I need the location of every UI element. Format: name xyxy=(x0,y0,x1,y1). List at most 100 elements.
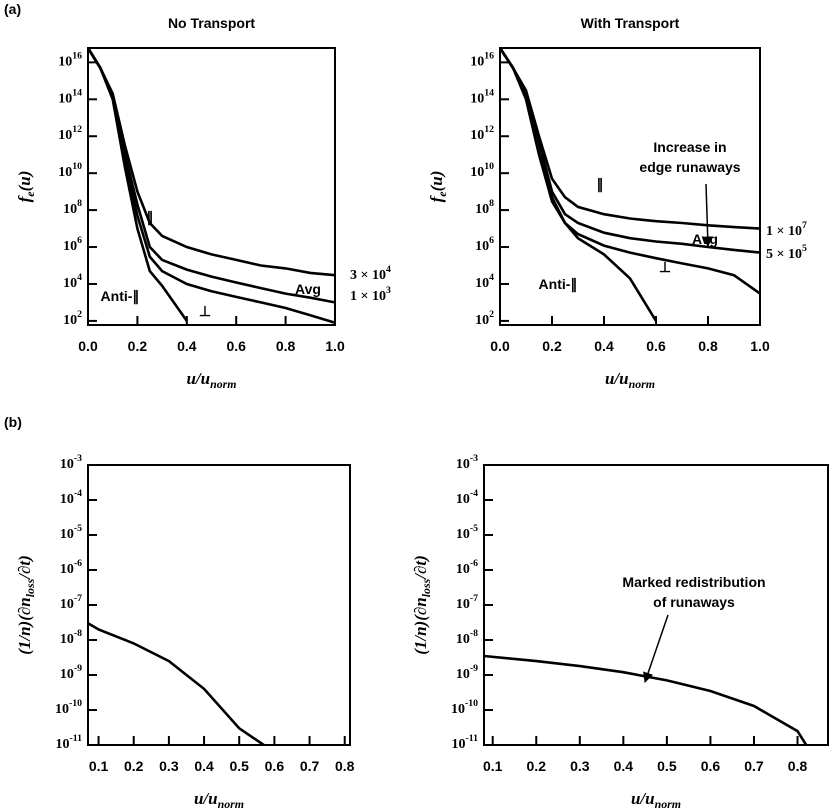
x-tick-label: 0.8 xyxy=(276,338,296,354)
y-tick-label: 10-9​ xyxy=(60,663,82,682)
y-tick-label: 10-7​ xyxy=(60,593,82,612)
annotation: Increase in xyxy=(653,139,726,155)
x-tick-label: 0.6 xyxy=(226,338,246,354)
y-tick-label: 104​ xyxy=(63,272,82,291)
x-tick-label: 0.4 xyxy=(177,338,197,354)
y-axis-label: fe​(u) xyxy=(15,171,37,203)
annotation: 1 × 103​ xyxy=(350,285,391,304)
data-line xyxy=(484,654,808,745)
data-line xyxy=(500,48,658,322)
x-tick-label: 0.8 xyxy=(335,758,355,774)
y-tick-label: 106​ xyxy=(63,235,82,254)
y-tick-label: 10-3​ xyxy=(456,453,478,472)
x-axis-label: u/unorm​ xyxy=(194,789,244,811)
panel-label: (a) xyxy=(4,1,21,17)
y-tick-label: 10-5​ xyxy=(60,523,82,542)
series-label: ∥ xyxy=(597,176,604,193)
data-line xyxy=(88,48,335,304)
y-tick-label: 108​ xyxy=(63,198,82,217)
y-axis-label: (1/n)(∂nloss​/∂t) xyxy=(411,555,433,655)
x-tick-label: 0.6 xyxy=(701,758,721,774)
y-tick-label: 10-7​ xyxy=(456,593,478,612)
x-tick-label: 0.3 xyxy=(570,758,590,774)
x-tick-label: 0.7 xyxy=(744,758,764,774)
y-tick-label: 1016​ xyxy=(470,51,494,70)
plot-frame xyxy=(87,47,336,326)
data-line xyxy=(88,622,265,745)
series-label: Anti-∥ xyxy=(101,288,140,305)
x-tick-label: 0.1 xyxy=(483,758,503,774)
series-label: ⊥ xyxy=(659,259,671,275)
chart-title: With Transport xyxy=(581,15,680,31)
x-tick-label: 0.3 xyxy=(159,758,179,774)
series-label: Avg xyxy=(692,231,718,247)
x-tick-label: 0.4 xyxy=(594,338,614,354)
annotation: 5 × 105​ xyxy=(766,243,807,262)
y-tick-label: 108​ xyxy=(475,198,494,217)
y-tick-label: 10-5​ xyxy=(456,523,478,542)
y-axis-label: fe​(u) xyxy=(427,171,449,203)
plot-frame xyxy=(499,47,761,326)
y-tick-label: 10-9​ xyxy=(456,663,478,682)
x-axis-label: u/unorm​ xyxy=(605,369,655,391)
x-tick-label: 0.8 xyxy=(698,338,718,354)
x-tick-label: 0.4 xyxy=(194,758,214,774)
x-axis-label: u/unorm​ xyxy=(631,789,681,811)
y-tick-label: 1010​ xyxy=(470,161,494,180)
annotation-arrow xyxy=(643,614,669,683)
y-tick-label: 10-10​ xyxy=(55,698,82,717)
annotation-arrow xyxy=(702,183,713,248)
series-label: ⊥ xyxy=(199,303,211,319)
series-label: Anti-∥ xyxy=(539,276,578,293)
y-tick-label: 1012​ xyxy=(470,124,494,143)
y-tick-label: 10-6​ xyxy=(456,558,478,577)
series-label: ∥ xyxy=(147,209,154,226)
y-tick-label: 102​ xyxy=(475,309,494,328)
x-tick-label: 0.2 xyxy=(527,758,547,774)
annotation: 1 × 107​ xyxy=(766,220,807,239)
data-line xyxy=(500,48,760,295)
x-tick-label: 0.6 xyxy=(646,338,666,354)
y-tick-label: 1016​ xyxy=(58,51,82,70)
annotation: of runaways xyxy=(653,594,735,610)
x-tick-label: 0.1 xyxy=(89,758,109,774)
x-tick-label: 0.5 xyxy=(229,758,249,774)
x-axis-label: u/unorm​ xyxy=(186,369,236,391)
y-tick-label: 10-8​ xyxy=(60,628,82,647)
y-tick-label: 10-6​ xyxy=(60,558,82,577)
y-tick-label: 1014​ xyxy=(58,88,82,107)
y-tick-label: 1012​ xyxy=(58,124,82,143)
x-tick-label: 0.6 xyxy=(265,758,285,774)
plot-frame xyxy=(87,464,351,746)
series-label: Avg xyxy=(295,281,321,297)
x-tick-label: 0.4 xyxy=(614,758,634,774)
y-tick-label: 10-8​ xyxy=(456,628,478,647)
annotation: 3 × 104​ xyxy=(350,264,391,283)
annotation: Marked redistribution xyxy=(622,574,765,590)
x-tick-label: 1.0 xyxy=(750,338,770,354)
annotation: edge runaways xyxy=(639,159,740,175)
data-line xyxy=(88,48,188,322)
x-tick-label: 0.7 xyxy=(300,758,320,774)
y-tick-label: 104​ xyxy=(475,272,494,291)
y-tick-label: 1010​ xyxy=(58,161,82,180)
y-tick-label: 10-4​ xyxy=(456,488,478,507)
x-tick-label: 0.5 xyxy=(657,758,677,774)
x-tick-label: 0.2 xyxy=(128,338,148,354)
x-tick-label: 0.2 xyxy=(124,758,144,774)
chart-title: No Transport xyxy=(168,15,255,31)
y-tick-label: 1014​ xyxy=(470,88,494,107)
y-tick-label: 106​ xyxy=(475,235,494,254)
x-tick-label: 0.8 xyxy=(788,758,808,774)
x-tick-label: 0.0 xyxy=(78,338,98,354)
y-tick-label: 10-11​ xyxy=(55,733,82,752)
y-axis-label: (1/n)(∂nloss​/∂t) xyxy=(15,555,37,655)
y-tick-label: 10-3​ xyxy=(60,453,82,472)
y-tick-label: 10-10​ xyxy=(451,698,478,717)
x-tick-label: 0.0 xyxy=(490,338,510,354)
y-tick-label: 10-11​ xyxy=(451,733,478,752)
x-tick-label: 0.2 xyxy=(542,338,562,354)
x-tick-label: 1.0 xyxy=(325,338,345,354)
y-tick-label: 10-4​ xyxy=(60,488,82,507)
